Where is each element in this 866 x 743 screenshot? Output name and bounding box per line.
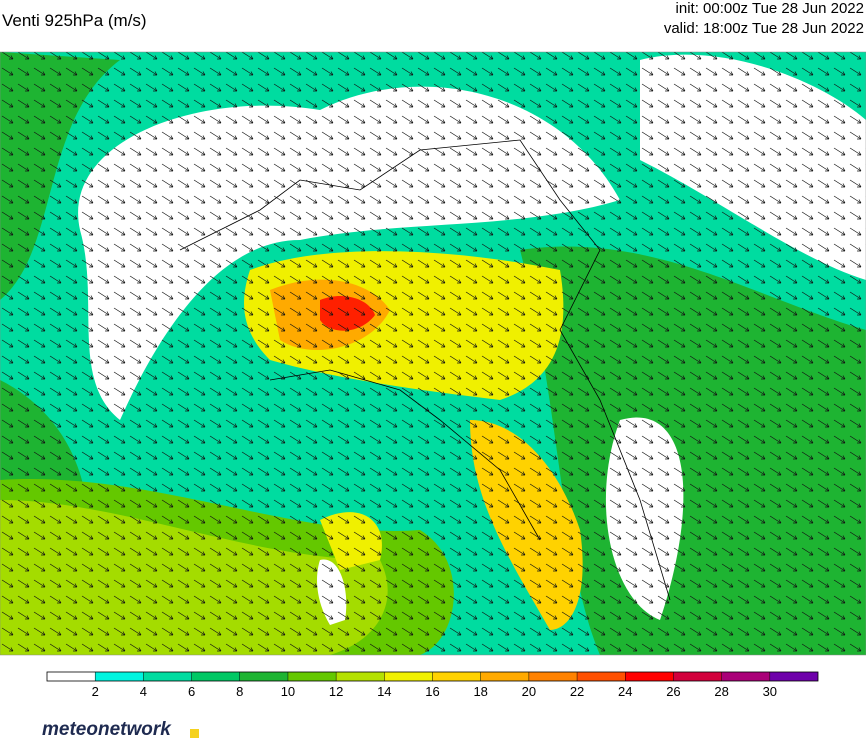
brand-square: [190, 729, 199, 738]
brand: meteonetwork: [42, 719, 172, 740]
legend-tick-label: 22: [570, 684, 584, 699]
wind-arrows: [0, 52, 866, 655]
map-title: Venti 925hPa (m/s): [2, 11, 147, 30]
legend-swatch: [577, 672, 626, 681]
wind-map: [0, 52, 866, 655]
legend-tick-label: 16: [425, 684, 439, 699]
legend-swatch: [721, 672, 770, 681]
legend-swatch: [239, 672, 288, 681]
legend-tick-label: 28: [714, 684, 728, 699]
legend-swatch: [95, 672, 144, 681]
legend-swatch: [191, 672, 240, 681]
legend-tick-label: 30: [763, 684, 777, 699]
legend-tick-label: 24: [618, 684, 632, 699]
legend-swatch: [287, 672, 337, 681]
legend-swatch: [528, 672, 578, 681]
map-frame: [0, 51, 866, 656]
valid-time: valid: 18:00z Tue 28 Jun 2022: [664, 20, 864, 37]
legend-tick-label: 2: [92, 684, 99, 699]
legend-tick-label: 8: [236, 684, 243, 699]
color-legend: 2 4 6 8 10 12 14 16 18 20 22 24 26 28 30: [46, 671, 819, 699]
legend-swatch: [432, 672, 481, 681]
legend-tick-label: 20: [522, 684, 536, 699]
legend-swatch: [769, 672, 818, 681]
legend-tick-label: 26: [666, 684, 680, 699]
legend-swatch: [336, 672, 385, 681]
legend-tick-label: 4: [140, 684, 147, 699]
legend-swatch: [673, 672, 722, 681]
legend-tick-label: 14: [377, 684, 391, 699]
legend-swatch: [625, 672, 674, 681]
legend-swatch: [143, 672, 192, 681]
legend-swatch: [384, 672, 433, 681]
legend-swatch: [47, 672, 96, 681]
legend-swatch: [480, 672, 529, 681]
legend-tick-label: 18: [473, 684, 487, 699]
init-time: init: 00:00z Tue 28 Jun 2022: [676, 0, 864, 17]
legend-tick-label: 10: [281, 684, 295, 699]
legend-tick-label: 6: [188, 684, 195, 699]
legend-tick-label: 12: [329, 684, 343, 699]
